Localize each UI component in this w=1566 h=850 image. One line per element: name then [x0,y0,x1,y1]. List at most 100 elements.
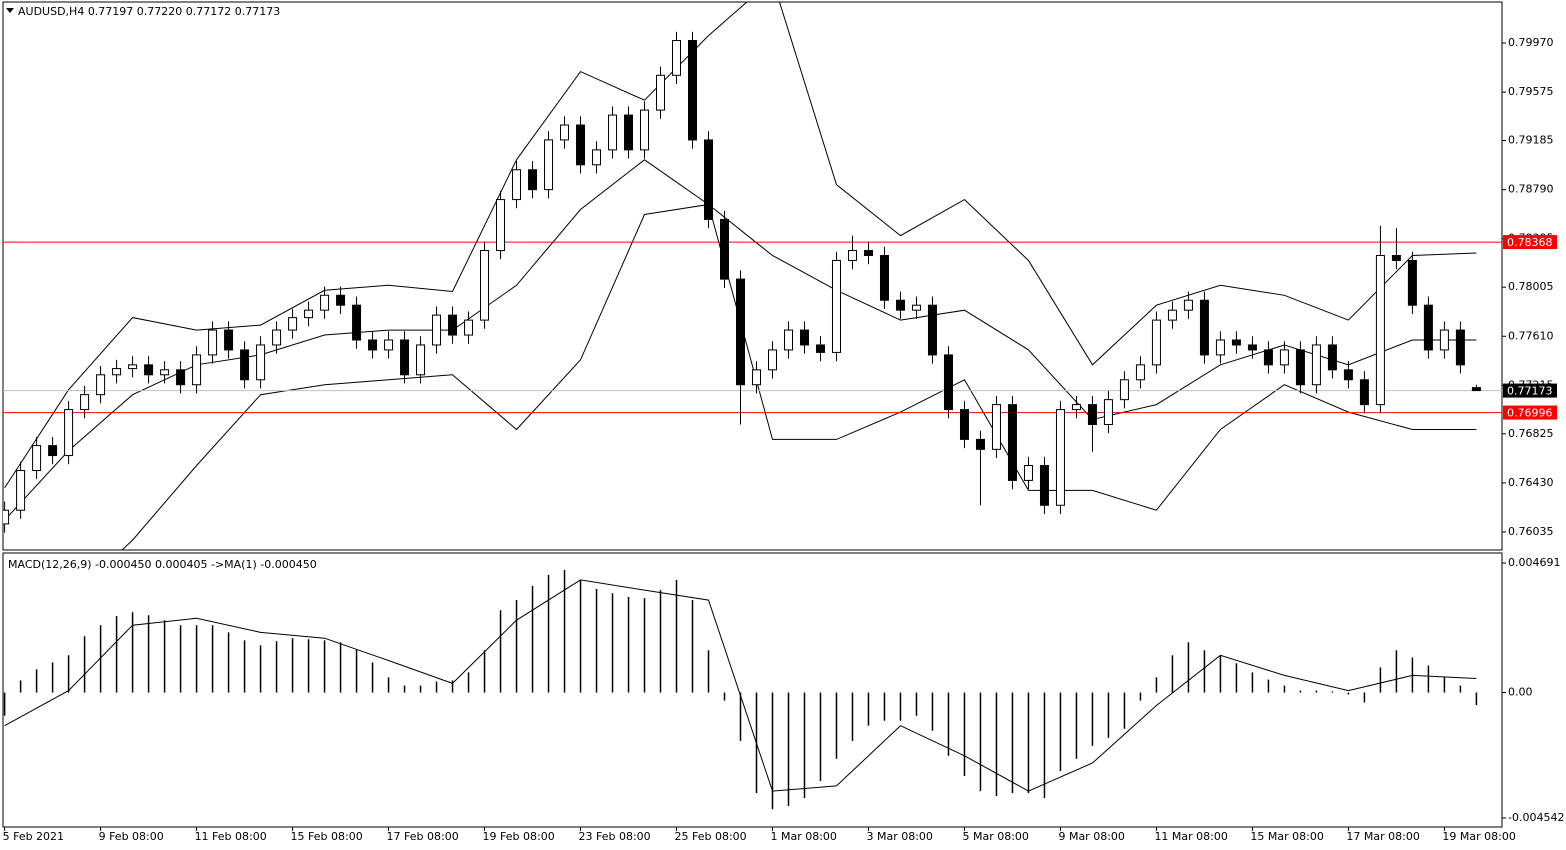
candle-body [672,40,682,76]
y-tick-label: 0.76430 [1508,476,1554,489]
candle-body [688,40,698,141]
candle-body [943,354,953,411]
candle-body [64,409,74,457]
y-tick-label: 0.76035 [1508,525,1554,538]
x-tick-label: 25 Feb 08:00 [675,830,747,843]
x-tick-label: 9 Feb 08:00 [99,830,164,843]
candle-body [783,329,793,351]
y-tick-label: -0.004542 [1508,811,1564,824]
candle-body [1119,379,1129,401]
candle-body [1295,349,1305,386]
candle-body [1263,349,1273,366]
candle-body [847,250,857,261]
candle-body [895,299,905,311]
candle-body [879,254,889,301]
candle-body [48,445,58,457]
y-tick-label: 0.78790 [1508,183,1554,196]
candle-body [1455,329,1465,366]
candle-body [464,319,474,336]
level-label-bg [1503,405,1557,420]
candle-body [927,304,937,356]
x-tick-label: 11 Feb 08:00 [195,830,267,843]
x-tick-label: 19 Feb 08:00 [483,830,555,843]
candle-body [1231,339,1241,346]
candle-body [911,304,921,311]
candle-body [1087,404,1097,425]
x-tick-label: 5 Feb 2021 [3,830,64,843]
candle-body [608,114,618,151]
candle-body [1247,344,1257,351]
candle-body [96,374,106,396]
y-tick-label: 0.79970 [1508,36,1554,49]
candle-body [1215,339,1225,356]
candle-body [304,309,314,319]
candle-body [16,469,26,511]
candle-body [1007,404,1017,481]
level-label-bg [1503,383,1557,398]
candle-body [640,109,650,151]
candle-body [160,369,170,376]
candle-body [1055,409,1065,506]
candle-body [1135,364,1145,381]
candle-body [1423,304,1433,351]
candle-body [3,509,10,525]
candle-body [336,294,346,306]
candle-body [815,344,825,353]
candle-body [751,369,761,386]
candle-body [176,369,186,386]
price-panel [2,1,1503,551]
candle-body [975,438,985,450]
candle-body [1407,259,1417,306]
candle-body [112,368,122,376]
candle-body [1439,329,1449,351]
candle-body [496,199,506,252]
candle-body [1071,404,1081,411]
candle-body [720,218,730,280]
candle-body [1391,254,1401,261]
candle-body [528,169,538,191]
x-tick-label: 3 Mar 08:00 [866,830,932,843]
candle-body [144,364,154,376]
x-tick-label: 23 Feb 08:00 [579,830,651,843]
level-label: 0.78368 [1507,236,1553,249]
candle-body [1311,344,1321,386]
candle-body [831,259,841,353]
candle-body [863,250,873,256]
candle-body [560,124,570,141]
candle-body [704,139,714,220]
signal-line [4,579,1477,792]
candle-body [368,339,378,351]
menu-arrow[interactable] [6,8,14,13]
candle-body [767,349,777,371]
candle-body [1103,399,1113,425]
candle-body [1151,319,1161,366]
candle-body [288,317,298,331]
y-tick-label: 0.79185 [1508,134,1554,147]
x-tick-label: 17 Mar 08:00 [1346,830,1419,843]
candle-body [192,354,202,386]
band-line [4,2,1477,489]
candle-body [448,314,458,336]
candle-body [656,74,666,111]
candle-body [80,394,90,411]
x-tick-label: 1 Mar 08:00 [770,830,836,843]
candle-body [576,124,586,166]
x-tick-label: 19 Mar 08:00 [1442,830,1515,843]
x-tick-label: 15 Feb 08:00 [291,830,363,843]
candle-body [1039,465,1049,506]
level-label-bg [1503,235,1557,250]
y-tick-label: 0.00 [1508,686,1533,699]
candle-body [128,364,138,370]
candle-body [1199,299,1209,356]
candle-body [1327,344,1337,371]
candle-body [1471,387,1481,392]
y-tick-label: 0.76825 [1508,427,1554,440]
symbol-title: AUDUSD,H4 0.77197 0.77220 0.77172 0.7717… [18,5,280,18]
candle-body [320,294,330,311]
level-label: 0.76996 [1507,407,1553,420]
candle-body [240,349,250,381]
candle-body [1375,254,1385,406]
candle-body [736,278,746,386]
plot-area [3,2,1502,550]
